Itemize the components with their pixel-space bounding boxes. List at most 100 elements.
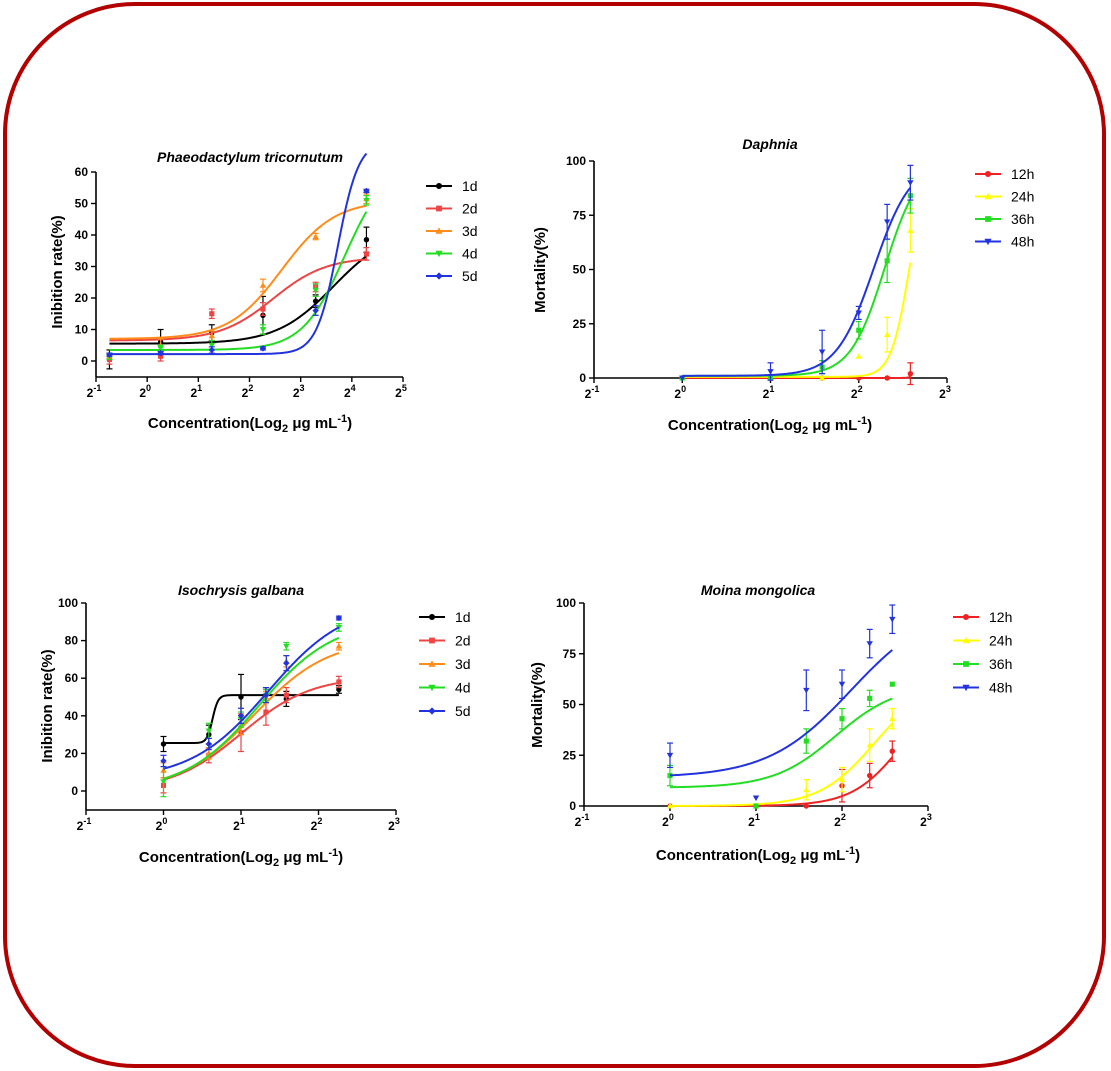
x-tick-label: 20 xyxy=(139,383,151,400)
data-point xyxy=(237,712,245,719)
data-point xyxy=(907,227,914,233)
legend-label: 5d xyxy=(455,703,471,719)
chart-moina: Moina mongolica Mortality(%) Concentrati… xyxy=(529,582,1012,867)
x-tick-label: 20 xyxy=(674,384,686,401)
data-point xyxy=(753,803,759,809)
chart-title: Moina mongolica xyxy=(701,582,816,598)
y-tick-label: 20 xyxy=(65,746,79,760)
fit-curve xyxy=(163,681,340,781)
x-tick-label: 23 xyxy=(939,384,951,401)
x-axis-label-main: Concentration(Log xyxy=(656,847,790,864)
data-point xyxy=(884,258,890,264)
x-axis-label-close: ) xyxy=(867,417,872,434)
legend-item-5d: 5d xyxy=(419,703,471,719)
data-point xyxy=(312,287,319,294)
legend-item-12h: 12h xyxy=(975,166,1034,182)
data-point xyxy=(312,307,319,314)
legend-marker xyxy=(435,250,443,258)
x-axis-label-sup: -1 xyxy=(337,413,347,425)
legend-marker xyxy=(429,637,435,644)
chart-phaeodactylum: Phaeodactylum tricornutum Inibition rate… xyxy=(49,149,478,435)
data-point xyxy=(283,659,290,667)
data-point xyxy=(157,349,164,357)
x-tick-label: 20 xyxy=(662,812,674,829)
chart-daphnia: Daphnia Mortality(%) Concentration(Log2 … xyxy=(532,136,1034,437)
y-tick-label: 0 xyxy=(71,784,78,798)
legend-marker xyxy=(984,192,992,200)
fit-curve xyxy=(669,649,893,777)
y-tick-label: 100 xyxy=(58,596,78,610)
data-point xyxy=(259,345,267,352)
data-point xyxy=(855,310,862,317)
fit-curve xyxy=(109,152,368,356)
legend-item-3d: 3d xyxy=(419,656,471,672)
y-tick-label: 75 xyxy=(563,647,577,661)
data-point xyxy=(363,237,370,243)
fit-curve xyxy=(682,375,911,379)
legend-marker xyxy=(984,170,992,178)
data-point xyxy=(838,776,846,783)
data-point xyxy=(205,728,213,735)
x-axis-label-close: ) xyxy=(347,415,352,432)
legend-item-36h: 36h xyxy=(975,211,1034,227)
y-tick-label: 0 xyxy=(81,354,88,368)
x-axis-label-unit: μg mL xyxy=(279,849,328,866)
legend-label: 1d xyxy=(455,609,471,625)
legend-marker xyxy=(962,636,970,644)
legend-marker xyxy=(985,216,991,222)
x-tick-label: 21 xyxy=(748,812,760,829)
legend-item-2d: 2d xyxy=(426,201,478,217)
y-tick-label: 100 xyxy=(556,596,576,610)
fit-curve xyxy=(669,697,893,789)
x-tick-label: 2-1 xyxy=(77,816,92,833)
legend-marker xyxy=(435,227,443,234)
legend-label: 24h xyxy=(1011,189,1034,205)
legend-item-1d: 1d xyxy=(419,609,471,625)
y-tick-label: 10 xyxy=(75,323,89,337)
data-point xyxy=(263,709,269,715)
x-axis-label-unit: μg mL xyxy=(808,417,857,434)
x-axis-label-sub: 2 xyxy=(273,857,279,869)
data-point xyxy=(867,695,873,701)
data-point xyxy=(312,233,319,239)
x-tick-label: 21 xyxy=(190,383,202,400)
chart-isochrysis: Isochrysis galbana Inibition rate(%) Con… xyxy=(39,582,471,869)
data-point xyxy=(363,197,370,204)
x-tick-label: 25 xyxy=(395,383,407,400)
x-axis-label-main: Concentration(Log xyxy=(139,849,273,866)
x-axis-label-sub: 2 xyxy=(282,423,288,435)
legend-marker xyxy=(962,684,970,692)
data-point xyxy=(767,369,774,375)
data-point xyxy=(259,282,267,288)
legend-label: 4d xyxy=(462,246,478,262)
legend-label: 48h xyxy=(989,680,1012,696)
x-axis-label-main: Concentration(Log xyxy=(668,417,802,434)
legend-marker xyxy=(984,238,992,246)
data-point xyxy=(363,251,369,257)
y-tick-label: 40 xyxy=(75,228,89,242)
data-point xyxy=(907,180,914,186)
data-point xyxy=(679,375,686,382)
legend-marker xyxy=(963,661,969,667)
legend-item-2d: 2d xyxy=(419,633,471,649)
data-point xyxy=(803,687,810,694)
y-tick-label: 30 xyxy=(75,260,89,274)
fit-curve xyxy=(109,258,367,342)
data-point xyxy=(238,694,244,700)
data-point xyxy=(208,346,215,354)
legend-label: 4d xyxy=(455,680,471,696)
x-tick-label: 23 xyxy=(388,816,400,833)
y-axis-label: Mortality(%) xyxy=(529,662,546,748)
fit-curve xyxy=(163,694,339,745)
x-axis-label-close: ) xyxy=(338,849,343,866)
legend-label: 5d xyxy=(462,268,478,284)
data-point xyxy=(889,616,896,623)
x-tick-label: 23 xyxy=(293,383,305,400)
y-tick-label: 50 xyxy=(75,197,89,211)
data-point xyxy=(363,187,370,195)
x-tick-label: 22 xyxy=(851,384,863,401)
y-tick-label: 0 xyxy=(569,799,576,813)
legend-marker xyxy=(428,660,436,667)
data-point xyxy=(106,351,113,358)
y-axis-label: Inibition rate(%) xyxy=(39,649,56,762)
